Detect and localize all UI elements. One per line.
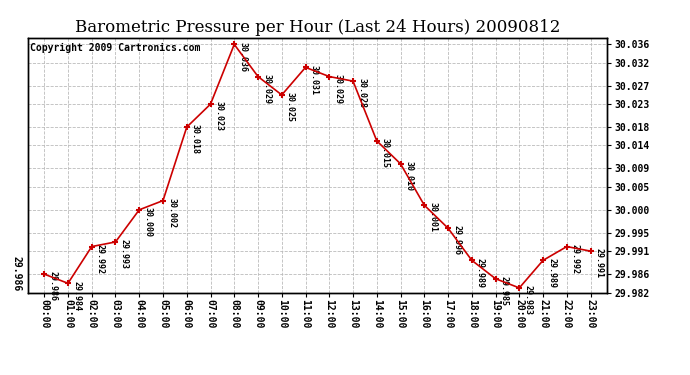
Text: 29.985: 29.985 <box>500 276 509 306</box>
Text: 30.000: 30.000 <box>144 207 152 237</box>
Text: 29.989: 29.989 <box>547 258 556 288</box>
Text: 29.993: 29.993 <box>119 239 128 269</box>
Text: 30.010: 30.010 <box>405 161 414 191</box>
Text: 29.991: 29.991 <box>595 248 604 278</box>
Text: 29.984: 29.984 <box>72 280 81 310</box>
Text: Copyright 2009 Cartronics.com: Copyright 2009 Cartronics.com <box>30 43 201 52</box>
Text: 29.992: 29.992 <box>571 244 580 274</box>
Text: 30.001: 30.001 <box>428 202 437 232</box>
Text: 30.029: 30.029 <box>333 74 342 104</box>
Text: 30.023: 30.023 <box>215 101 224 131</box>
Text: 29.983: 29.983 <box>524 285 533 315</box>
Text: 29.992: 29.992 <box>96 244 105 274</box>
Text: 30.028: 30.028 <box>357 78 366 108</box>
Text: 30.031: 30.031 <box>310 64 319 94</box>
Text: 29.986: 29.986 <box>12 256 22 292</box>
Text: 30.015: 30.015 <box>381 138 390 168</box>
Text: 30.018: 30.018 <box>191 124 200 154</box>
Title: Barometric Pressure per Hour (Last 24 Hours) 20090812: Barometric Pressure per Hour (Last 24 Ho… <box>75 19 560 36</box>
Text: 30.025: 30.025 <box>286 92 295 122</box>
Text: 29.989: 29.989 <box>476 258 485 288</box>
Text: 30.036: 30.036 <box>239 42 248 72</box>
Text: 30.029: 30.029 <box>262 74 271 104</box>
Text: 29.986: 29.986 <box>48 272 57 302</box>
Text: 30.002: 30.002 <box>167 198 176 228</box>
Text: 29.996: 29.996 <box>452 225 461 255</box>
